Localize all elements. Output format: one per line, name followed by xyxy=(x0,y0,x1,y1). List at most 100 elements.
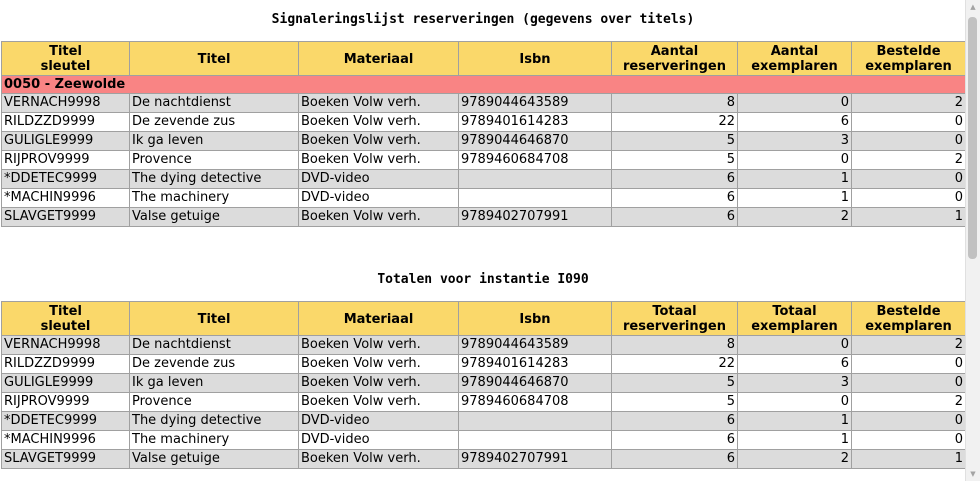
cell-reservations: 6 xyxy=(611,449,738,469)
table-row: RILDZZD9999 De zevende zus Boeken Volw v… xyxy=(1,112,966,132)
cell-copies: 6 xyxy=(737,112,852,132)
column-header-total-copies[interactable]: Totaal exemplaren xyxy=(737,301,852,336)
cell-key: VERNACH9998 xyxy=(1,335,130,355)
table-row: SLAVGET9999 Valse getuige Boeken Volw ve… xyxy=(1,449,966,469)
cell-key: RIJPROV9999 xyxy=(1,150,130,170)
cell-material: Boeken Volw verh. xyxy=(298,131,459,151)
cell-key: RIJPROV9999 xyxy=(1,392,130,412)
cell-copies: 2 xyxy=(737,449,852,469)
cell-ordered: 2 xyxy=(851,392,966,412)
column-header-material[interactable]: Materiaal xyxy=(298,301,459,336)
cell-reservations: 5 xyxy=(611,373,738,393)
cell-title: De zevende zus xyxy=(129,354,299,374)
cell-ordered: 1 xyxy=(851,449,966,469)
table-row: *DDETEC9999 The dying detective DVD-vide… xyxy=(1,169,966,189)
cell-key: RILDZZD9999 xyxy=(1,112,130,132)
cell-material: Boeken Volw verh. xyxy=(298,449,459,469)
cell-key: SLAVGET9999 xyxy=(1,207,130,227)
cell-ordered: 2 xyxy=(851,150,966,170)
column-header-ordered[interactable]: Bestelde exemplaren xyxy=(851,41,966,76)
cell-isbn xyxy=(458,430,612,450)
cell-ordered: 0 xyxy=(851,112,966,132)
cell-title: Ik ga leven xyxy=(129,373,299,393)
table-row: SLAVGET9999 Valse getuige Boeken Volw ve… xyxy=(1,207,966,227)
scroll-down-arrow-icon[interactable]: ▼ xyxy=(970,470,976,478)
cell-ordered: 0 xyxy=(851,430,966,450)
cell-isbn: 9789044646870 xyxy=(458,131,612,151)
table-row: *MACHIN9996 The machinery DVD-video 6 1 … xyxy=(1,188,966,208)
cell-material: Boeken Volw verh. xyxy=(298,93,459,113)
cell-title: Ik ga leven xyxy=(129,131,299,151)
cell-key: GULIGLE9999 xyxy=(1,373,130,393)
cell-isbn: 9789460684708 xyxy=(458,392,612,412)
column-header-material[interactable]: Materiaal xyxy=(298,41,459,76)
table-row: RIJPROV9999 Provence Boeken Volw verh. 9… xyxy=(1,150,966,170)
column-header-key[interactable]: Titel sleutel xyxy=(1,301,130,336)
cell-key: SLAVGET9999 xyxy=(1,449,130,469)
cell-reservations: 8 xyxy=(611,335,738,355)
column-header-copies[interactable]: Aantal exemplaren xyxy=(737,41,852,76)
cell-isbn xyxy=(458,411,612,431)
column-header-reservations[interactable]: Aantal reserveringen xyxy=(611,41,738,76)
group-row: 0050 - Zeewolde xyxy=(1,75,966,94)
cell-reservations: 6 xyxy=(611,188,738,208)
cell-key: VERNACH9998 xyxy=(1,93,130,113)
cell-key: *DDETEC9999 xyxy=(1,169,130,189)
scroll-up-arrow-icon[interactable]: ▲ xyxy=(970,3,976,11)
column-header-title[interactable]: Titel xyxy=(129,41,299,76)
column-header-key[interactable]: Titel sleutel xyxy=(1,41,130,76)
column-header-total-reservations[interactable]: Totaal reserveringen xyxy=(611,301,738,336)
cell-material: DVD-video xyxy=(298,188,459,208)
cell-reservations: 6 xyxy=(611,207,738,227)
column-header-isbn[interactable]: Isbn xyxy=(458,41,612,76)
cell-reservations: 5 xyxy=(611,150,738,170)
cell-title: Provence xyxy=(129,392,299,412)
cell-ordered: 0 xyxy=(851,411,966,431)
column-header-isbn[interactable]: Isbn xyxy=(458,301,612,336)
cell-ordered: 2 xyxy=(851,93,966,113)
cell-material: Boeken Volw verh. xyxy=(298,354,459,374)
cell-copies: 2 xyxy=(737,207,852,227)
cell-title: Valse getuige xyxy=(129,449,299,469)
table-row: VERNACH9998 De nachtdienst Boeken Volw v… xyxy=(1,93,966,113)
cell-reservations: 22 xyxy=(611,354,738,374)
cell-isbn: 9789044643589 xyxy=(458,93,612,113)
cell-copies: 1 xyxy=(737,411,852,431)
reservations-table: Titel sleutel Titel Materiaal Isbn Aantal… xyxy=(1,41,966,227)
vertical-scrollbar[interactable]: ▲ ▼ xyxy=(965,0,980,481)
cell-isbn: 9789044643589 xyxy=(458,335,612,355)
cell-title: Valse getuige xyxy=(129,207,299,227)
cell-isbn: 9789460684708 xyxy=(458,150,612,170)
cell-ordered: 0 xyxy=(851,188,966,208)
cell-key: RILDZZD9999 xyxy=(1,354,130,374)
cell-material: Boeken Volw verh. xyxy=(298,207,459,227)
cell-reservations: 8 xyxy=(611,93,738,113)
cell-copies: 1 xyxy=(737,188,852,208)
cell-reservations: 6 xyxy=(611,169,738,189)
table-row: *MACHIN9996 The machinery DVD-video 6 1 … xyxy=(1,430,966,450)
cell-key: *MACHIN9996 xyxy=(1,430,130,450)
table-row: GULIGLE9999 Ik ga leven Boeken Volw verh… xyxy=(1,373,966,393)
cell-copies: 0 xyxy=(737,335,852,355)
cell-copies: 1 xyxy=(737,430,852,450)
cell-isbn: 9789401614283 xyxy=(458,354,612,374)
cell-reservations: 5 xyxy=(611,392,738,412)
cell-reservations: 5 xyxy=(611,131,738,151)
cell-material: DVD-video xyxy=(298,169,459,189)
column-header-ordered[interactable]: Bestelde exemplaren xyxy=(851,301,966,336)
group-label: 0050 - Zeewolde xyxy=(1,75,966,94)
scrollbar-thumb[interactable] xyxy=(968,17,977,259)
cell-isbn: 9789402707991 xyxy=(458,449,612,469)
cell-isbn xyxy=(458,169,612,189)
cell-material: DVD-video xyxy=(298,430,459,450)
cell-isbn: 9789402707991 xyxy=(458,207,612,227)
table-header-row: Titel sleutel Titel Materiaal Isbn Aantal… xyxy=(1,41,966,76)
column-header-title[interactable]: Titel xyxy=(129,301,299,336)
cell-material: DVD-video xyxy=(298,411,459,431)
cell-title: The machinery xyxy=(129,188,299,208)
cell-title: The dying detective xyxy=(129,411,299,431)
table-row: RILDZZD9999 De zevende zus Boeken Volw v… xyxy=(1,354,966,374)
cell-ordered: 0 xyxy=(851,373,966,393)
cell-key: *MACHIN9996 xyxy=(1,188,130,208)
cell-copies: 0 xyxy=(737,392,852,412)
